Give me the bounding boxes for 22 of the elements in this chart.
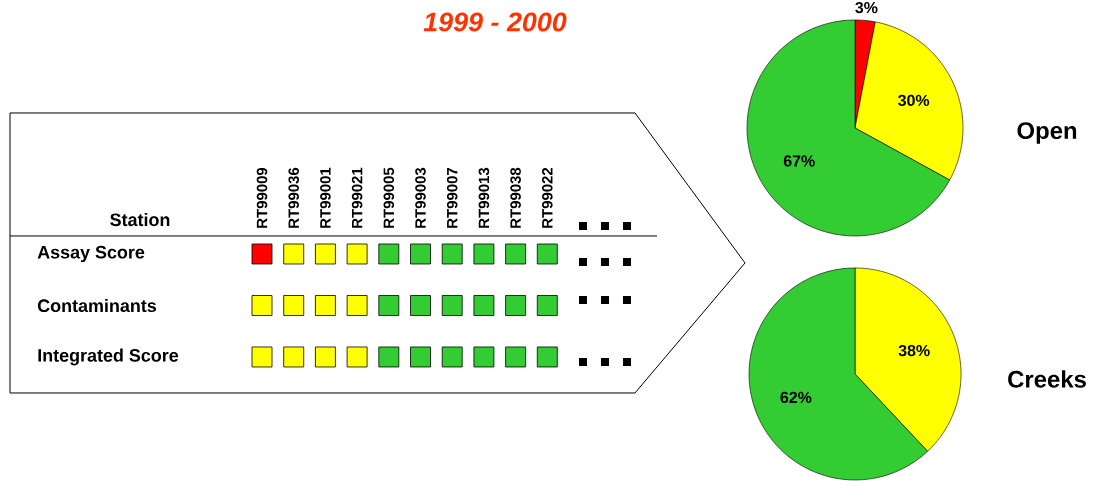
text: Open xyxy=(1017,122,1077,144)
category-label: Integrated Score xyxy=(38,348,179,366)
category-label: RT99021 xyxy=(351,167,363,228)
category-label: Assay Score xyxy=(37,245,145,263)
category-label: RT99022 xyxy=(542,167,553,228)
data-label: 3% xyxy=(855,1,878,14)
category-label: RT99007 xyxy=(446,167,458,228)
text: Creeks xyxy=(1008,370,1086,388)
data-label: 38% xyxy=(898,344,930,357)
category-label: RT99038 xyxy=(510,167,521,228)
category-label: RT99003 xyxy=(415,167,426,228)
data-label: 30% xyxy=(898,94,930,107)
data-label: 67% xyxy=(783,155,815,167)
category-label: Contaminants xyxy=(37,298,157,313)
category-label: RT99013 xyxy=(478,167,490,228)
data-label: 62% xyxy=(780,391,812,404)
category-label: RT99009 xyxy=(256,167,268,228)
category-label: RT99001 xyxy=(320,167,331,228)
category-label: RT99036 xyxy=(288,167,300,228)
text: Station xyxy=(110,212,170,227)
text: 1999 - 2000 xyxy=(423,12,567,32)
category-label: RT99005 xyxy=(383,167,395,228)
